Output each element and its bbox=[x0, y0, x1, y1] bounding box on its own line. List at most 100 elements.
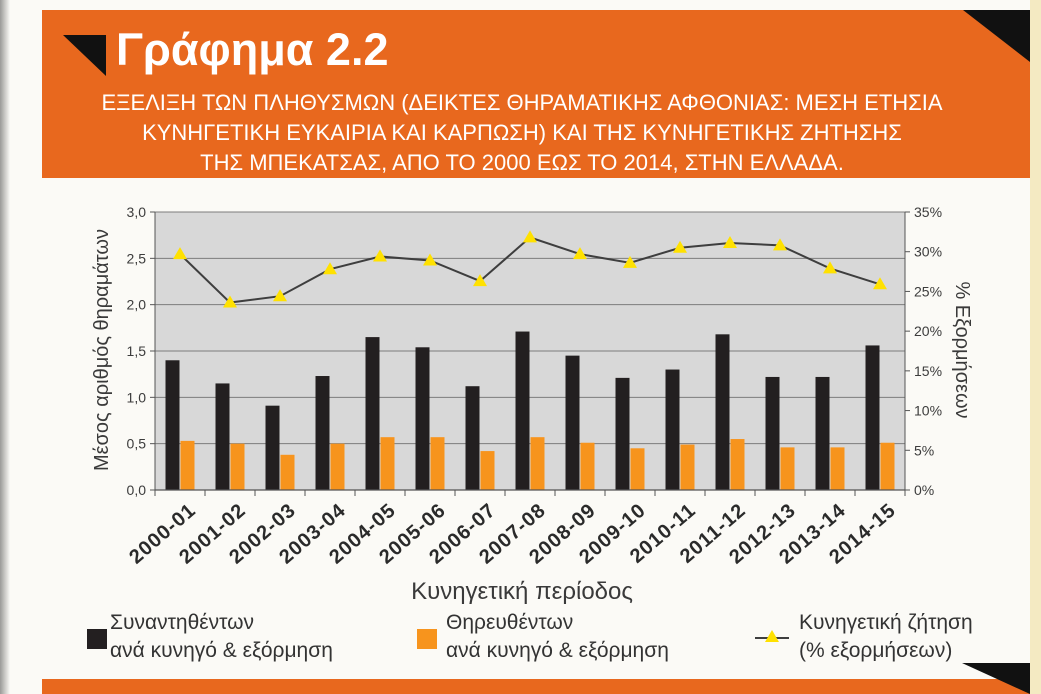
bar bbox=[480, 451, 495, 490]
figure-header-banner: Γράφημα 2.2 ΕΞΕΛΙΞΗ ΤΩΝ ΠΛΗΘΥΣΜΩΝ (ΔΕΙΚΤ… bbox=[42, 10, 1030, 178]
subtitle-line: ΚΥΝΗΓΕΤΙΚΗ ΕΥΚΑΙΡΙΑ ΚΑΙ ΚΑΡΠΩΣΗ) ΚΑΙ ΤΗΣ… bbox=[142, 120, 902, 145]
x-tick-label: 2001-02 bbox=[175, 499, 250, 568]
y2-tick-label: 25% bbox=[914, 283, 942, 299]
triangle-marker bbox=[623, 255, 637, 268]
triangle-marker bbox=[573, 247, 587, 260]
x-tick-label: 2013-14 bbox=[775, 499, 850, 568]
y-tick-label: 0,0 bbox=[127, 482, 147, 498]
bar bbox=[530, 437, 545, 490]
legend-label-line: Συναντηθέντων bbox=[110, 611, 255, 634]
bar bbox=[230, 443, 245, 490]
y-tick-label: 0,5 bbox=[127, 436, 147, 452]
triangle-marker bbox=[323, 262, 337, 275]
triangle-marker bbox=[473, 274, 487, 287]
bar bbox=[380, 437, 395, 490]
bar bbox=[215, 383, 230, 490]
y-axis-title: Μέσος αριθμός θηραμάτων bbox=[91, 228, 113, 472]
corner-triangle-icon bbox=[963, 10, 1030, 62]
triangle-marker bbox=[223, 295, 237, 308]
x-tick-label: 2007-08 bbox=[475, 499, 550, 568]
x-tick-label: 2006-07 bbox=[425, 499, 500, 568]
legend-label-line: ανά κυνηγό & εξόρμηση bbox=[110, 639, 333, 662]
legend-label-line: Κυνηγετική ζήτηση bbox=[799, 611, 973, 634]
bar bbox=[730, 439, 745, 490]
bar bbox=[165, 360, 180, 490]
legend-label-line: (% εξορμήσεων) bbox=[799, 639, 953, 662]
y2-tick-label: 15% bbox=[914, 363, 942, 379]
triangle-marker bbox=[673, 240, 687, 253]
bar bbox=[630, 448, 645, 490]
subtitle-line: ΤΗΣ ΜΠΕΚΑΤΣΑΣ, ΑΠΟ ΤΟ 2000 ΕΩΣ ΤΟ 2014, … bbox=[200, 150, 844, 175]
bar bbox=[465, 386, 480, 490]
legend-label: Θηρευθέντων ανά κυνηγό & εξόρμηση bbox=[446, 609, 669, 665]
bar bbox=[780, 447, 795, 490]
x-tick-label: 2003-04 bbox=[275, 499, 350, 568]
bar bbox=[265, 405, 280, 490]
x-tick-label: 2005-06 bbox=[375, 499, 450, 568]
y2-axis-title: % Εξορμήσεων bbox=[951, 281, 973, 419]
bar bbox=[430, 437, 445, 490]
bar bbox=[365, 337, 380, 490]
triangle-marker bbox=[523, 230, 537, 243]
y2-tick-label: 0% bbox=[914, 482, 934, 498]
bar bbox=[765, 376, 780, 490]
x-tick-label: 2012-13 bbox=[725, 499, 800, 568]
figure-subtitle: ΕΞΕΛΙΞΗ ΤΩΝ ΠΛΗΘΥΣΜΩΝ (ΔΕΙΚΤΕΣ ΘΗΡΑΜΑΤΙΚ… bbox=[42, 88, 1002, 178]
triangle-marker bbox=[723, 235, 737, 248]
next-figure-banner-strip bbox=[42, 679, 1030, 694]
bar bbox=[330, 443, 345, 490]
page-edge-strip bbox=[1030, 0, 1041, 694]
y2-tick-label: 20% bbox=[914, 323, 942, 339]
bar bbox=[415, 347, 430, 490]
trend-line bbox=[179, 236, 881, 304]
legend-label-line: ανά κυνηγό & εξόρμηση bbox=[446, 639, 669, 662]
bar bbox=[680, 444, 695, 490]
triangle-marker bbox=[873, 277, 887, 290]
x-tick-label: 2000-01 bbox=[125, 499, 200, 568]
bar bbox=[880, 442, 895, 490]
x-tick-label: 2014-15 bbox=[825, 499, 900, 568]
bar bbox=[565, 355, 580, 490]
plot-area bbox=[155, 212, 905, 490]
legend-label: Κυνηγετική ζήτηση (% εξορμήσεων) bbox=[799, 609, 973, 665]
bar bbox=[615, 377, 630, 490]
y2-tick-label: 30% bbox=[914, 244, 942, 260]
y-tick-label: 3,0 bbox=[127, 204, 147, 220]
black-square-icon bbox=[87, 629, 107, 649]
bar bbox=[580, 442, 595, 490]
x-tick-label: 2008-09 bbox=[525, 499, 600, 568]
x-tick-label: 2011-12 bbox=[676, 499, 750, 568]
bar bbox=[715, 334, 730, 490]
y-tick-label: 1,0 bbox=[127, 389, 147, 405]
triangle-marker bbox=[773, 238, 787, 251]
x-tick-label: 2002-03 bbox=[225, 499, 300, 568]
legend-label: Συναντηθέντων ανά κυνηγό & εξόρμηση bbox=[110, 609, 333, 665]
triangle-marker bbox=[423, 253, 437, 266]
bar bbox=[830, 447, 845, 490]
bar bbox=[515, 331, 530, 490]
line-triangle-marker-icon bbox=[755, 630, 789, 642]
subtitle-line: ΕΞΕΛΙΞΗ ΤΩΝ ΠΛΗΘΥΣΜΩΝ (ΔΕΙΚΤΕΣ ΘΗΡΑΜΑΤΙΚ… bbox=[101, 90, 943, 115]
y-tick-label: 2,5 bbox=[127, 250, 147, 266]
y2-tick-label: 5% bbox=[914, 442, 934, 458]
x-tick-label: 2004-05 bbox=[325, 499, 400, 568]
y2-tick-label: 35% bbox=[914, 204, 942, 220]
scan-edge-shadow bbox=[0, 0, 10, 694]
figure-title: Γράφημα 2.2 bbox=[116, 24, 389, 75]
x-tick-label: 2009-10 bbox=[575, 499, 650, 568]
title-triangle-icon bbox=[63, 35, 106, 76]
x-axis-title: Κυνηγετική περίοδος bbox=[411, 578, 633, 605]
legend-label-line: Θηρευθέντων bbox=[446, 611, 574, 634]
triangle-marker bbox=[173, 247, 187, 260]
bar bbox=[280, 454, 295, 490]
y2-tick-label: 10% bbox=[914, 403, 942, 419]
orange-square-icon bbox=[417, 629, 437, 649]
triangle-marker bbox=[373, 249, 387, 262]
y-tick-label: 1,5 bbox=[127, 343, 147, 359]
bar bbox=[665, 369, 680, 490]
bar bbox=[815, 376, 830, 490]
triangle-marker bbox=[823, 261, 837, 274]
corner-triangle-icon bbox=[962, 663, 1030, 694]
x-tick-label: 2010-11 bbox=[626, 499, 700, 568]
